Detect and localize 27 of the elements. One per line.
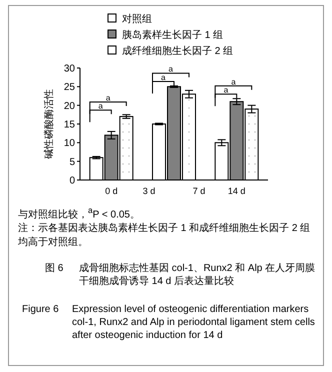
- annotation: a: [231, 77, 236, 86]
- caption: 图 6: [45, 262, 64, 276]
- text: Expression level of osteogenic differentiation markers col-1, Runx2 and Alp in periodontal ligament stem cells after osteogenic induction for 14 d: [72, 303, 316, 342]
- y-tick-label: 25: [64, 82, 76, 94]
- y-tick-label: 15: [64, 120, 76, 130]
- y-tick-label: 5: [69, 156, 76, 168]
- y-tick-label: 10: [64, 138, 76, 150]
- text: 注：示各基因表达胰岛素样生长因子 1 和成纤维细胞生长因子 2 组均高于对照组。: [18, 222, 312, 250]
- x-tick-label: 0 d: [105, 186, 118, 196]
- legend-label: 胰岛素样生长因子 1 组: [122, 29, 224, 41]
- y-axis-title: 碱性磷酸酶活性: [43, 89, 55, 159]
- text: 与对照组比较，$^{a}$P < 0.05。: [18, 204, 141, 222]
- x-tick-label: 14 d: [228, 186, 246, 196]
- annotation: a: [224, 86, 229, 95]
- annotation: a: [161, 72, 166, 82]
- y-tick-label: 0: [69, 176, 76, 186]
- legend-label: 对照组: [122, 13, 152, 25]
- annotation: a: [168, 64, 174, 74]
- text: 7 d: [192, 186, 206, 196]
- legend-label: 成纤维细胞生长因子 2 组: [122, 45, 234, 57]
- y-tick-label: 30: [64, 64, 76, 74]
- caption: Figure 6: [22, 303, 60, 317]
- text: 成骨细胞标志性基因 col-1、Runx2 和 Alp 在人牙周膜干细胞成骨诱导 14 d 后表达量比较: [79, 262, 316, 288]
- text: 3 d: [142, 186, 156, 196]
- annotation: a: [106, 93, 111, 102]
- annotation: a: [98, 102, 104, 111]
- y-tick-label: 20: [64, 100, 76, 112]
